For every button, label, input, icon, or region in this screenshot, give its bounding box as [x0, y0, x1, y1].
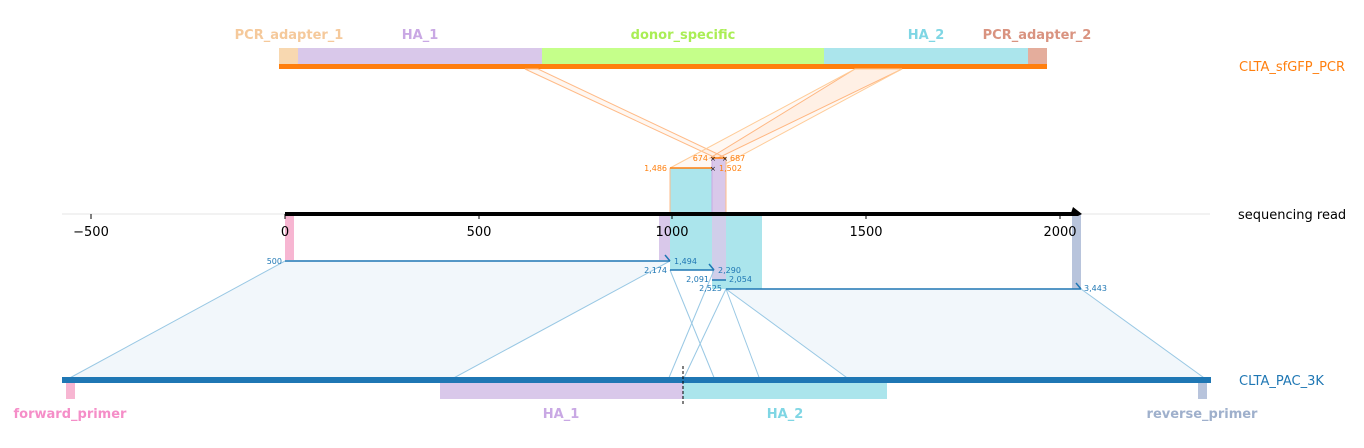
ha-2-read-region — [670, 168, 712, 214]
axis-tick-label: 1500 — [849, 225, 882, 240]
donor-coord-label: 1,502 — [719, 164, 742, 173]
target-coord-label: 500 — [267, 257, 282, 266]
target-feature-forward-primer — [66, 380, 75, 399]
target-connection-line — [669, 269, 716, 381]
end-marker: × — [710, 155, 716, 163]
axis-tick-label: 1000 — [655, 225, 688, 240]
donor-feature-ha-1 — [298, 48, 542, 65]
axis-ticks — [90, 214, 1061, 219]
donor-coord-label: 674 — [693, 154, 708, 163]
target-feature-ha-2 — [683, 380, 887, 399]
ha-1-donor-read-region — [712, 158, 726, 214]
target-reference-bar — [62, 377, 1211, 383]
donor-reference-bar — [279, 64, 1047, 69]
target-connection-band — [724, 288, 1209, 381]
donor-reference: PCR_adapter_1 HA_1 donor_specific HA_2 P… — [235, 28, 1345, 75]
reverse-primer-read-region — [1072, 214, 1081, 289]
target-coord-label: 2,525 — [699, 284, 722, 293]
donor-feature-label: PCR_adapter_1 — [235, 28, 344, 43]
donor-connection-band — [524, 68, 727, 159]
target-reference: forward_primer HA_1 HA_2 reverse_primer … — [14, 366, 1324, 422]
end-marker: × — [710, 165, 716, 173]
target-coord-label: 2,290 — [718, 266, 741, 275]
target-coord-label: 2,091 — [686, 275, 709, 284]
strand-tick — [708, 263, 715, 271]
target-feature-label: forward_primer — [14, 407, 128, 422]
donor-feature-label: HA_2 — [908, 28, 945, 43]
read-highlight-regions — [285, 158, 1081, 289]
axis-tick-label: −500 — [73, 225, 109, 240]
donor-feature-donor-specific — [542, 48, 824, 65]
read-axis: −500 0 500 1000 1500 2000 sequencing rea… — [62, 207, 1346, 240]
target-alignment-segments: 500 1,494 2,174 2,290 2,091 2,054 2,525 … — [267, 254, 1107, 293]
donor-alignment-segments: 674 687 1,486 1,502 × × × — [644, 154, 745, 173]
target-feature-label: HA_1 — [543, 407, 580, 422]
target-connection-line — [682, 288, 727, 381]
end-marker: × — [722, 155, 728, 163]
donor-alignment-connections — [524, 68, 903, 169]
donor-feature-ha-2 — [824, 48, 1028, 65]
target-feature-label: reverse_primer — [1147, 407, 1259, 422]
target-feature-reverse-primer — [1198, 380, 1207, 399]
donor-feature-label: HA_1 — [402, 28, 439, 43]
donor-feature-pcr-adapter-1 — [279, 48, 298, 65]
ha-1-read-region — [659, 214, 670, 260]
axis-tick-label: 500 — [467, 225, 492, 240]
target-connection-line — [725, 288, 761, 381]
target-alignment-connections — [65, 260, 1209, 381]
ha-2-read-region-lower — [670, 214, 712, 270]
donor-feature-label: PCR_adapter_2 — [983, 28, 1092, 43]
donor-coord-label: 1,486 — [644, 164, 667, 173]
axis-tick-label: 0 — [281, 225, 289, 240]
target-coord-label: 2,174 — [644, 266, 667, 275]
donor-feature-label: donor_specific — [631, 28, 736, 43]
donor-reference-name: CLTA_sfGFP_PCR — [1239, 60, 1345, 75]
strand-tick — [664, 254, 671, 262]
target-feature-ha-1 — [440, 380, 683, 399]
read-arrow-head — [1070, 207, 1082, 216]
target-connection-band — [65, 260, 671, 381]
donor-coord-label: 687 — [730, 154, 745, 163]
target-coord-label: 2,054 — [729, 275, 752, 284]
read-name: sequencing read — [1238, 208, 1346, 223]
target-feature-label: HA_2 — [767, 407, 804, 422]
target-reference-name: CLTA_PAC_3K — [1239, 374, 1324, 389]
forward-primer-read-region — [285, 214, 294, 260]
target-coord-label: 1,494 — [674, 257, 697, 266]
ha-1-donor-read-region — [712, 214, 726, 280]
target-coord-label: 3,443 — [1084, 284, 1107, 293]
donor-feature-pcr-adapter-2 — [1028, 48, 1047, 65]
target-connection-line — [667, 269, 715, 381]
axis-tick-label: 2000 — [1043, 225, 1076, 240]
strand-tick — [1075, 282, 1082, 290]
